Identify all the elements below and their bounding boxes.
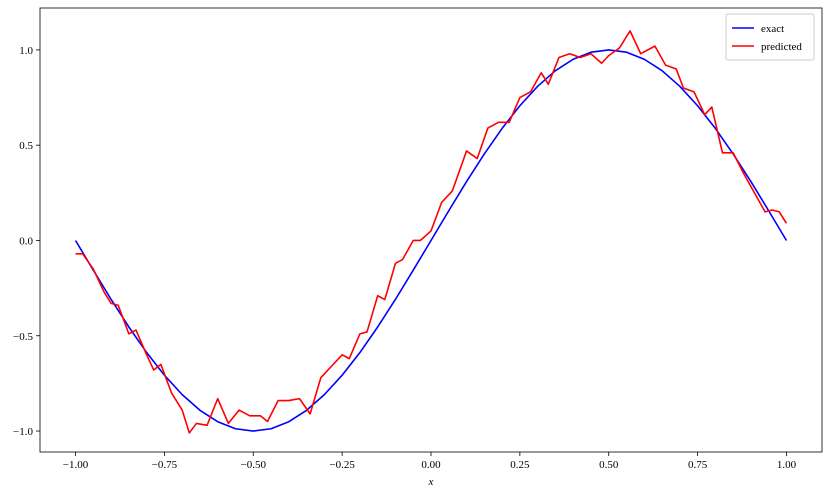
x-tick-label: 0.50 [599, 459, 619, 471]
y-tick-label: −0.5 [13, 331, 33, 343]
legend-label: predicted [761, 41, 802, 53]
x-axis-label: x [428, 476, 434, 488]
x-tick-label: 0.25 [510, 459, 530, 471]
legend-label: exact [761, 23, 784, 35]
y-tick-label: 1.0 [19, 45, 33, 57]
line-series [75, 30, 788, 434]
y-tick-label: 0.0 [19, 235, 33, 247]
y-tick-label: 0.5 [19, 140, 33, 152]
legend-box [725, 13, 815, 61]
x-tick-label: −1.00 [63, 459, 89, 471]
x-tick-label: −0.50 [241, 459, 267, 471]
x-tick-label: 0.75 [688, 459, 708, 471]
x-tick-label: 0.00 [421, 459, 441, 471]
x-tick-label: −0.75 [152, 459, 178, 471]
line-series [74, 49, 788, 432]
x-tick-label: −0.25 [329, 459, 355, 471]
y-tick-label: −1.0 [13, 426, 33, 438]
legend: exact predicted [725, 13, 815, 61]
x-tick-label: 1.00 [777, 459, 797, 471]
